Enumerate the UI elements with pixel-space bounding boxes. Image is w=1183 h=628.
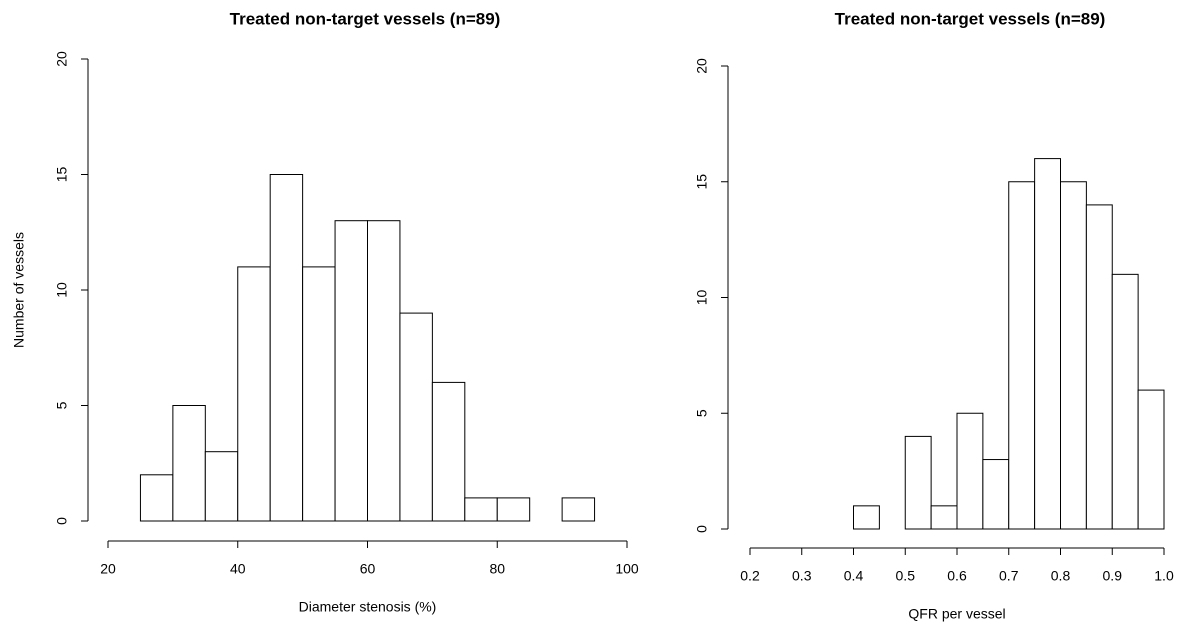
y-tick-label: 15 [694,174,710,190]
bar [956,412,984,530]
x-tick-label: 0.7 [999,568,1019,584]
bar [1034,158,1061,530]
bar [1060,181,1087,530]
y-tick-label: 10 [694,290,710,306]
bar [367,220,401,522]
bar [172,405,206,522]
y-axis-label: Number of vessels [11,232,27,348]
y-tick-label: 0 [694,525,710,533]
chart-title: Treated non-target vessels (n=89) [835,9,1106,28]
bar [1111,273,1139,530]
y-tick-label: 20 [54,51,70,67]
y-tick-label: 15 [54,167,70,183]
x-tick-label: 0.5 [896,568,916,584]
bar [204,451,239,522]
bar [904,435,932,530]
bar [1008,181,1036,530]
y-tick-label: 5 [54,401,70,409]
x-tick-label: 100 [615,561,639,577]
bar [139,474,174,522]
x-tick-label: 20 [100,561,116,577]
x-tick-label: 0.8 [1051,568,1071,584]
bar [853,505,880,530]
bar [496,497,531,522]
bar [302,266,336,522]
x-tick-label: 80 [489,561,505,577]
x-tick-label: 0.9 [1103,568,1123,584]
bar [269,174,304,522]
x-tick-label: 0.6 [947,568,967,584]
x-tick-label: 40 [230,561,246,577]
x-axis-label: QFR per vessel [908,606,1005,622]
bar [561,497,596,522]
y-tick-label: 10 [54,282,70,298]
bar [982,459,1010,530]
bar [464,497,498,522]
x-tick-label: 0.4 [844,568,864,584]
y-tick-label: 0 [54,517,70,525]
x-tick-label: 0.3 [792,568,812,584]
x-tick-label: 1.0 [1154,568,1174,584]
x-axis-label: Diameter stenosis (%) [299,599,437,615]
bar [930,505,958,530]
bar [431,381,466,522]
x-tick-label: 60 [360,561,376,577]
bar [1085,204,1113,530]
x-tick-label: 0.2 [740,568,760,584]
bar [237,266,271,522]
chart-title: Treated non-target vessels (n=89) [230,9,501,28]
y-tick-label: 20 [694,58,710,74]
y-tick-label: 5 [694,409,710,417]
bar [334,220,368,522]
bar [1137,389,1165,530]
bar [399,312,433,522]
